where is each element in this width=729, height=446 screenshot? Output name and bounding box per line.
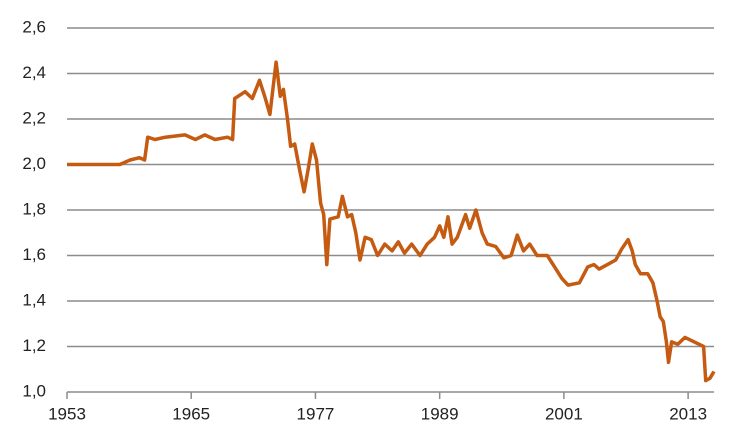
x-tick-label: 1953	[48, 404, 86, 423]
y-tick-label: 1,2	[22, 336, 46, 355]
y-tick-label: 2,2	[22, 108, 46, 127]
y-tick-label: 1,0	[22, 381, 46, 400]
x-tick-label: 2001	[545, 404, 583, 423]
y-tick-label: 1,6	[22, 245, 46, 264]
data-line	[67, 60, 716, 383]
x-tick-label: 2013	[669, 404, 707, 423]
x-tick-label: 1977	[297, 404, 335, 423]
x-tick-label: 1989	[421, 404, 459, 423]
y-tick-label: 1,4	[22, 290, 46, 309]
x-tick-label: 1965	[172, 404, 210, 423]
y-tick-label: 2,0	[22, 154, 46, 173]
y-tick-label: 2,6	[22, 17, 46, 36]
y-tick-label: 2,4	[22, 63, 46, 82]
y-tick-label: 1,8	[22, 199, 46, 218]
